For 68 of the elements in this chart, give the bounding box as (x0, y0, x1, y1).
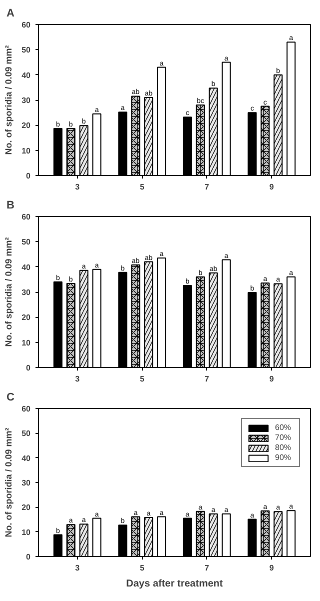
x-tick-label: 9 (269, 182, 274, 192)
bar (248, 518, 257, 556)
bar (222, 259, 231, 368)
bar (53, 534, 62, 556)
bar (118, 272, 128, 368)
y-tick-label: 20 (22, 313, 32, 322)
y-tick-label: 50 (22, 429, 32, 438)
x-tick-label: 9 (269, 564, 274, 572)
y-tick-label: 0 (26, 552, 32, 562)
x-tick-label: 7 (204, 564, 210, 572)
y-tick-label: 0 (26, 364, 32, 372)
bar (92, 113, 102, 176)
y-tick-label: 30 (22, 288, 32, 297)
x-axis-title: Days after treatment (126, 578, 224, 590)
x-tick-label: 5 (140, 182, 145, 192)
y-tick-label: 10 (22, 528, 32, 537)
chart-title: A (6, 8, 14, 20)
bar (222, 513, 231, 556)
bar (157, 258, 166, 368)
y-tick-label: 50 (22, 46, 32, 55)
y-tick-label: 60 (22, 212, 32, 222)
bar (92, 518, 102, 556)
x-tick-label: 5 (140, 374, 145, 384)
bar (248, 292, 257, 368)
y-tick-label: 50 (22, 238, 32, 247)
y-tick-label: 30 (22, 478, 32, 488)
bar (182, 284, 192, 368)
bar (286, 510, 296, 556)
bar (286, 276, 296, 368)
y-tick-label: 40 (22, 454, 32, 463)
bar (182, 518, 192, 556)
y-tick-label: 20 (22, 121, 32, 130)
bar (286, 42, 296, 176)
x-tick-label: 7 (204, 374, 210, 384)
y-tick-label: 30 (22, 96, 32, 105)
y-tick-label: 10 (22, 146, 32, 156)
legend-label: 60% (275, 423, 292, 432)
x-tick-label: 7 (204, 182, 210, 192)
y-tick-label: 60 (22, 20, 32, 30)
x-tick-label: 5 (140, 564, 145, 572)
bar (248, 112, 257, 176)
x-tick-label: 9 (269, 374, 274, 384)
bar (118, 524, 128, 556)
bar (157, 66, 166, 176)
x-tick-label: 3 (75, 374, 80, 384)
y-tick-label: 40 (22, 262, 32, 272)
y-tick-label: 40 (22, 70, 32, 80)
bar (222, 62, 231, 176)
y-axis-title: No. of sporidia / 0.09 mm² (4, 237, 14, 347)
y-axis-title: No. of sporidia / 0.09 mm² (4, 45, 14, 155)
y-tick-label: 10 (22, 338, 32, 348)
legend-label: 70% (275, 433, 292, 442)
chart-title: B (6, 200, 14, 212)
chart-title: C (6, 392, 14, 404)
bar (118, 112, 128, 176)
y-axis-title: No. of sporidia / 0.09 mm² (4, 428, 14, 538)
legend-label: 80% (275, 443, 292, 452)
legend-label: 90% (275, 453, 292, 462)
y-tick-label: 0 (26, 172, 32, 180)
bar (182, 116, 192, 176)
bar (53, 281, 62, 368)
y-tick-label: 20 (22, 503, 32, 512)
bar (53, 128, 62, 176)
bar (92, 268, 102, 368)
y-tick-label: 60 (22, 404, 32, 414)
x-tick-label: 3 (75, 564, 80, 572)
x-tick-label: 3 (75, 182, 80, 192)
bar (157, 516, 166, 556)
